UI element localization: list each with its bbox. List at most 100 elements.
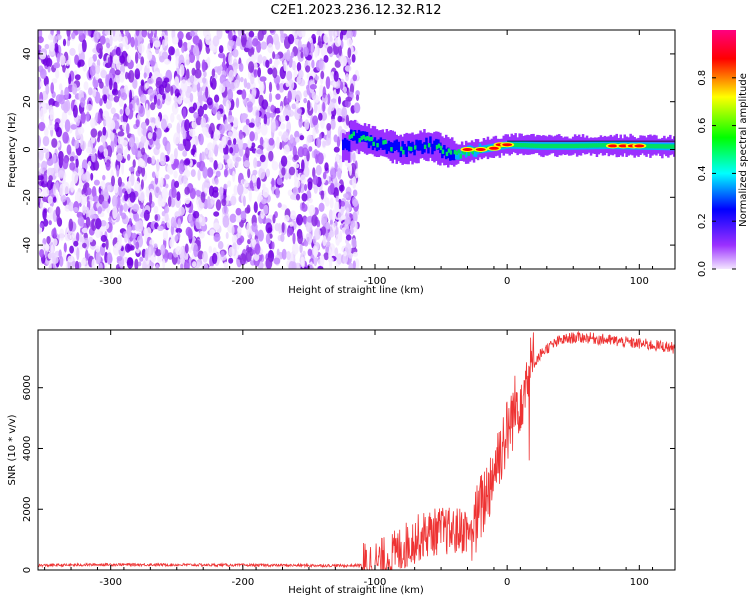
spectrogram-noise-cell	[170, 86, 174, 96]
spectrogram-ridge-peak	[582, 143, 585, 148]
spectrogram-noise-cell	[42, 208, 47, 221]
spectrogram-noise-cell	[77, 192, 82, 204]
spectrogram-ridge-core	[472, 149, 476, 157]
spectrogram-ridge-peak	[453, 150, 457, 155]
spectrogram-noise-cell	[85, 111, 90, 122]
spectrogram-noise-cell	[80, 133, 84, 146]
spectrogram-noise-cell	[88, 236, 93, 243]
spectrogram-noise-cell	[322, 171, 327, 180]
spectrogram-noise-cell	[328, 209, 333, 221]
spectrogram-noise-cell	[99, 145, 104, 153]
spectrogram-noise-cell	[44, 43, 50, 50]
spectrogram-hotspot	[462, 148, 473, 151]
spectrogram-noise-cell	[343, 250, 347, 257]
spectrogram-noise-cell	[125, 243, 131, 253]
spectrogram-ridge-core	[425, 137, 428, 149]
spectrogram-noise-cell	[66, 60, 70, 67]
spectrogram-noise-cell	[240, 33, 247, 46]
spectrogram-noise-cell	[355, 90, 360, 97]
spectrogram-noise-cell	[308, 146, 313, 152]
spectrogram-noise-cell	[215, 170, 221, 178]
spectrogram-noise-cell	[285, 115, 290, 122]
spectrogram-noise-cell	[311, 91, 317, 101]
spectrogram-noise-cell	[203, 70, 207, 78]
spectrogram-noise-cell	[84, 171, 91, 183]
spectrogram-noise-cell	[208, 126, 213, 135]
spectrogram-ridge-peak	[649, 144, 653, 149]
spectrogram-noise-cell	[352, 251, 359, 257]
spectrogram-noise-cell	[78, 43, 83, 54]
spectrogram-ridge-peak	[576, 143, 579, 148]
colorbar-label: Normalized spectral amplitude	[738, 73, 749, 227]
spectrogram-noise-cell	[138, 105, 145, 118]
spectrogram-noise-cell	[201, 126, 206, 133]
spectrogram-noise-cell	[113, 95, 120, 103]
spectrogram-noise-cell	[142, 260, 147, 269]
spectrogram-noise-cell	[39, 51, 47, 60]
spectrogram-ridge-peak	[402, 150, 405, 155]
spectrogram-noise-cell	[161, 187, 168, 200]
spectrogram-noise-cell	[59, 54, 66, 66]
spectrogram-noise-cell	[338, 45, 343, 56]
spectrogram-noise-cell	[167, 123, 173, 129]
spectrogram-noise-cell	[51, 255, 59, 264]
spectrogram-noise-cell	[228, 30, 233, 41]
spectrogram-noise-cell	[227, 180, 232, 188]
spectrogram-noise-cell	[177, 95, 183, 105]
spectrogram-noise-cell	[263, 204, 269, 215]
spectrogram-noise-cell	[192, 45, 200, 57]
spectrogram-noise-cell	[279, 141, 283, 150]
spectrogram-noise-cell	[322, 140, 326, 148]
spectrogram-noise-cell	[345, 243, 352, 256]
spectrogram-noise-cell	[236, 238, 243, 246]
spectrogram-ridge-peak	[673, 144, 675, 149]
spectrogram-ridge-core	[401, 141, 404, 152]
spectrogram-noise-cell	[98, 262, 103, 269]
spectrogram-noise-cell	[99, 226, 107, 233]
spectrogram-noise-cell	[246, 222, 251, 236]
spectrogram-noise-cell	[101, 200, 109, 209]
spectrogram-noise-cell	[269, 58, 273, 65]
spectrogram-noise-cell	[140, 56, 145, 66]
spectrogram-ridge-peak	[530, 143, 534, 148]
spectrogram-ridge-core	[431, 143, 434, 155]
spectrogram-noise-cell	[275, 186, 280, 199]
spectrogram-noise-cell	[232, 48, 239, 58]
spectrogram-noise-cell	[71, 171, 79, 184]
spectrogram-noise-cell	[337, 167, 342, 180]
spectrogram-noise-cell	[221, 198, 227, 207]
spectrogram-noise-cell	[301, 159, 305, 172]
spectrogram-noise-cell	[52, 153, 57, 164]
spectrogram-noise-cell	[126, 180, 132, 188]
spectrogram-noise-cell	[320, 70, 325, 80]
spectrogram-ridge-core	[464, 149, 468, 158]
spectrogram-noise-cell	[116, 255, 123, 262]
spectrogram-noise-cell	[262, 187, 269, 198]
spectrogram-noise-cell	[262, 30, 267, 35]
spectrogram-noise-cell	[238, 129, 243, 140]
spectrogram-noise-cell	[52, 238, 58, 247]
spectrogram-noise-cell	[44, 251, 48, 257]
spectrogram-noise-cell	[50, 30, 54, 36]
spectrogram-noise-cell	[189, 128, 196, 137]
spectrogram-noise-cell	[83, 81, 89, 91]
spectrogram-ridge-peak	[568, 143, 572, 149]
spectrogram-noise-cell	[145, 103, 149, 116]
spectrogram-noise-cell	[79, 232, 83, 243]
spectrogram-noise-cell	[160, 118, 167, 131]
spectrogram-noise-cell	[311, 214, 318, 227]
spectrogram-ridge-peak	[667, 144, 671, 149]
spectrogram-noise-cell	[284, 214, 290, 222]
spectrogram-noise-cell	[147, 132, 153, 140]
spectrogram-noise-cell	[334, 247, 339, 258]
spectrogram-noise-cell	[140, 147, 146, 156]
spectrogram-ridge-core	[377, 139, 381, 150]
spectrogram-noise-cell	[307, 248, 312, 257]
spectrogram-ridge-peak	[441, 149, 445, 154]
spectrogram-noise-cell	[148, 246, 152, 258]
spectrogram-noise-cell	[336, 200, 340, 213]
spectrogram-xtick-label: -200	[231, 276, 254, 287]
spectrogram-noise-cell	[314, 75, 319, 81]
spectrogram-ridge-peak	[588, 143, 591, 148]
spectrogram-noise-cell	[109, 77, 113, 91]
